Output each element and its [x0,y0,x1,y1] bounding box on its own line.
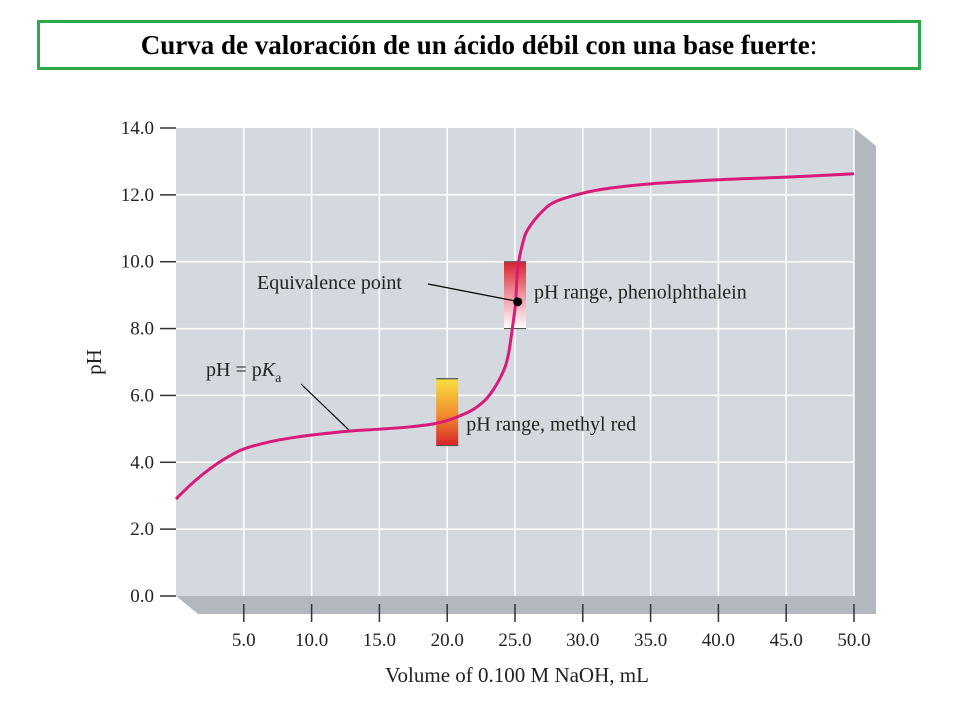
title-text: Curva de valoración de un ácido débil co… [140,29,810,60]
x-tick-label-3: 20.0 [431,630,464,651]
y-tick-label-7: 14.0 [121,118,154,139]
indicator-label-0: pH range, methyl red [466,414,636,436]
y-tick-label-4: 8.0 [130,319,154,340]
y-axis-label: pH [82,349,106,375]
equivalence-leader-line [427,283,515,302]
indicator-bars: pH range, methyl red pH range, phenolphth… [436,261,747,447]
indicator-label-1: pH range, phenolphthalein [534,281,747,303]
x-tick-label-7: 40.0 [702,630,735,651]
grid-lines [176,128,855,596]
equivalence-label: Equivalence point [257,272,402,294]
pka-leader-line [300,383,349,430]
series-layer [174,172,855,501]
pka-label: pH = pKa [206,359,282,386]
x-tick-label-8: 45.0 [770,630,803,651]
y-tick-label-0: 0.0 [130,586,154,607]
title-box: Curva de valoración de un ácido débil co… [37,20,921,70]
title-colon: : [809,29,818,60]
axes: 0.0 2.0 4.0 6.0 8.0 10.0 12.0 14.0 5.0 10.0 15.0 20… [82,118,871,687]
x-tick-label-0: 5.0 [232,630,256,651]
y-tick-label-3: 6.0 [130,385,154,406]
y-tick-label-1: 2.0 [130,519,154,540]
y-tick-label-5: 10.0 [121,252,154,273]
annotations: Equivalence point pH = pKa [206,272,523,430]
x-axis-label: Volume of 0.100 M NaOH, mL [385,663,649,687]
x-tick-label-4: 25.0 [498,630,531,651]
x-tick-label-6: 35.0 [634,630,667,651]
y-tick-label-2: 4.0 [130,452,154,473]
x-tick-label-9: 50.0 [837,630,870,651]
titration-curve [174,172,855,501]
indicator-bar-0 [436,378,459,446]
x-tick-label-5: 30.0 [566,630,599,651]
y-tick-label-6: 12.0 [121,185,154,206]
x-tick-label-1: 10.0 [295,630,328,651]
equivalence-point-marker [513,297,523,307]
page-title: Curva de valoración de un ácido débil co… [141,30,818,61]
x-tick-label-2: 15.0 [363,630,396,651]
